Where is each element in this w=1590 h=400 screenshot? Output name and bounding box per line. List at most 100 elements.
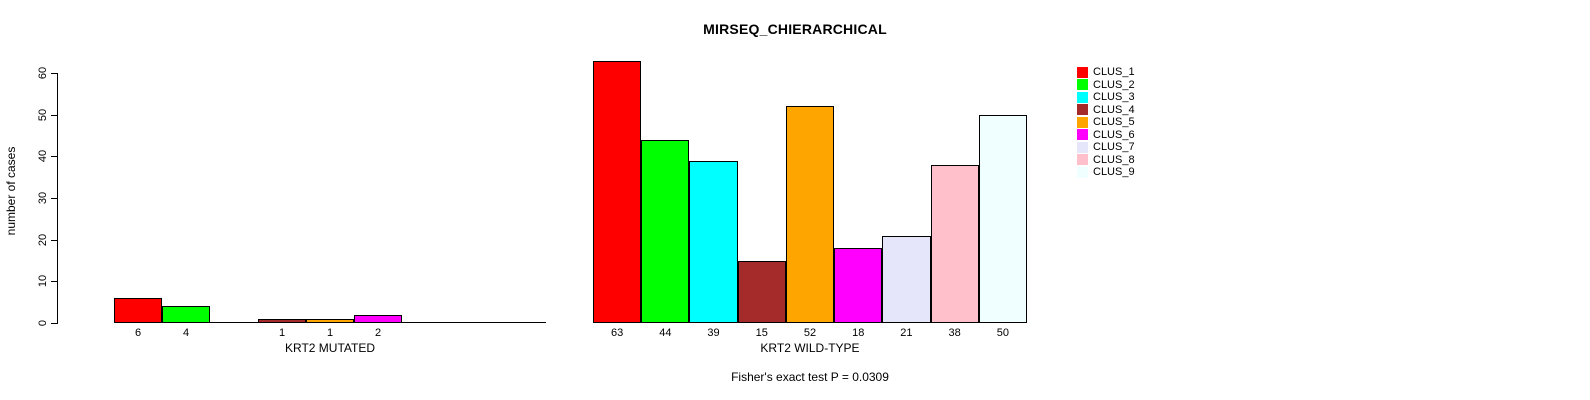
- bar-value-label: 1: [326, 327, 334, 339]
- bar-value-label: 52: [803, 327, 817, 339]
- bar-value-label: 2: [374, 327, 382, 339]
- bar-value-label: 4: [182, 327, 190, 339]
- bar-CLUS_8: [450, 322, 498, 323]
- bar-slot-CLUS_3: [210, 0, 258, 323]
- y-axis-tick: [51, 114, 58, 116]
- legend-item-CLUS_4: CLUS_4: [1077, 104, 1135, 117]
- bar-slot-CLUS_2: 44: [641, 0, 690, 339]
- barplot-krt2-wild-type: 63 44 39 15 52 18 21 38 50: [593, 0, 1027, 339]
- bar-CLUS_6: [354, 314, 402, 323]
- bar-CLUS_9: [498, 322, 546, 323]
- bar-slot-CLUS_5: 52: [785, 0, 835, 339]
- bar-slot-CLUS_1: 6: [114, 0, 162, 339]
- bar-slot-CLUS_5: 1: [306, 0, 354, 339]
- legend-swatch-icon: [1077, 79, 1088, 91]
- y-axis-tick: [51, 281, 58, 283]
- bar-CLUS_4: [258, 318, 306, 323]
- bar-value-label: 18: [852, 327, 865, 339]
- barplot-krt2-mutated: 6 4 1 1 2: [114, 0, 546, 339]
- bar-CLUS_1: [593, 60, 642, 323]
- y-axis-tick: [51, 73, 58, 74]
- bar-CLUS_2: [162, 306, 210, 323]
- bar-CLUS_7: [882, 235, 931, 323]
- bar-CLUS_8: [930, 164, 979, 323]
- bar-CLUS_3: [210, 322, 258, 323]
- bar-value-label: 6: [134, 327, 142, 339]
- bar-CLUS_4: [737, 260, 786, 323]
- bar-slot-CLUS_6: 18: [834, 0, 883, 339]
- bar-slot-CLUS_7: 21: [882, 0, 931, 339]
- legend-swatch-icon: [1077, 104, 1088, 116]
- fisher-test-annotation: Fisher's exact test P = 0.0309: [731, 370, 889, 384]
- y-axis-tick-label: 20: [37, 233, 49, 246]
- legend-item-CLUS_9: CLUS_9: [1077, 166, 1135, 179]
- legend-item-CLUS_7: CLUS_7: [1077, 141, 1135, 154]
- x-axis-label-mutated: KRT2 MUTATED: [284, 341, 375, 355]
- y-axis-tick-label: 50: [37, 108, 49, 121]
- bar-slot-CLUS_8: 38: [930, 0, 979, 339]
- legend: CLUS_1 CLUS_2 CLUS_3 CLUS_4 CLUS_5 CLUS_6 CLUS…: [1077, 66, 1135, 179]
- legend-swatch-icon: [1077, 66, 1088, 78]
- bar-slot-CLUS_6: 2: [354, 0, 402, 339]
- bar-value-label: 1: [278, 327, 286, 339]
- bar-slot-CLUS_3: 39: [689, 0, 738, 339]
- bar-value-label: 63: [610, 327, 624, 339]
- bar-slot-CLUS_2: 4: [162, 0, 210, 339]
- legend-item-CLUS_8: CLUS_8: [1077, 154, 1135, 167]
- legend-label: CLUS_1: [1093, 66, 1135, 78]
- bar-value-label: 21: [900, 327, 913, 339]
- y-axis-label: number of cases: [4, 146, 18, 236]
- bar-CLUS_9: [978, 114, 1027, 323]
- bar-value-label: 15: [755, 327, 768, 339]
- x-axis-label-wild-type: KRT2 WILD-TYPE: [760, 341, 860, 355]
- y-axis-tick: [51, 323, 58, 324]
- bar-CLUS_1: [114, 298, 162, 323]
- legend-item-CLUS_2: CLUS_2: [1077, 79, 1135, 92]
- legend-label: CLUS_2: [1093, 78, 1135, 91]
- legend-swatch-icon: [1077, 91, 1088, 103]
- bar-value-label: 38: [948, 327, 961, 339]
- legend-item-CLUS_1: CLUS_1: [1077, 66, 1135, 79]
- y-axis-tick: [51, 239, 58, 241]
- legend-label: CLUS_5: [1093, 116, 1135, 128]
- legend-item-CLUS_3: CLUS_3: [1077, 91, 1135, 104]
- legend-item-CLUS_6: CLUS_6: [1077, 129, 1135, 142]
- bar-slot-CLUS_8: [450, 0, 498, 323]
- y-axis-tick-label: 10: [37, 275, 49, 288]
- y-axis-tick-label: 0: [37, 319, 49, 327]
- bar-CLUS_6: [834, 248, 883, 323]
- bar-value-label: 50: [996, 327, 1009, 339]
- legend-label: CLUS_7: [1093, 141, 1135, 153]
- chart-title: MIRSEQ_CHIERARCHICAL: [703, 21, 887, 37]
- legend-swatch-icon: [1077, 154, 1088, 166]
- legend-swatch-icon: [1077, 116, 1088, 128]
- bar-CLUS_3: [689, 160, 738, 323]
- bar-value-label: 39: [707, 327, 720, 339]
- bar-slot-CLUS_9: 50: [978, 0, 1027, 339]
- legend-swatch-icon: [1077, 141, 1088, 153]
- legend-swatch-icon: [1077, 129, 1088, 141]
- legend-swatch-icon: [1077, 166, 1088, 178]
- legend-label: CLUS_9: [1093, 166, 1135, 178]
- bar-CLUS_2: [641, 139, 690, 323]
- bar-slot-CLUS_9: [498, 0, 546, 323]
- legend-label: CLUS_6: [1093, 128, 1135, 141]
- bar-slot-CLUS_7: [402, 0, 450, 323]
- bar-CLUS_5: [306, 318, 354, 323]
- y-axis-tick-label: 30: [37, 191, 49, 205]
- legend-label: CLUS_3: [1093, 91, 1135, 103]
- y-axis-tick-label: 40: [37, 150, 49, 163]
- legend-label: CLUS_4: [1093, 103, 1135, 116]
- bar-slot-CLUS_4: 15: [737, 0, 786, 339]
- y-axis-tick-label: 60: [37, 66, 49, 80]
- bar-slot-CLUS_1: 63: [593, 0, 642, 339]
- bar-CLUS_5: [785, 106, 835, 323]
- y-axis-tick: [51, 198, 58, 199]
- bar-slot-CLUS_4: 1: [258, 0, 306, 339]
- bar-value-label: 44: [659, 327, 672, 339]
- bar-CLUS_7: [402, 322, 450, 323]
- y-axis: 0 10 20 30 40 50 60: [37, 67, 58, 326]
- y-axis-tick: [51, 156, 58, 158]
- legend-item-CLUS_5: CLUS_5: [1077, 116, 1135, 129]
